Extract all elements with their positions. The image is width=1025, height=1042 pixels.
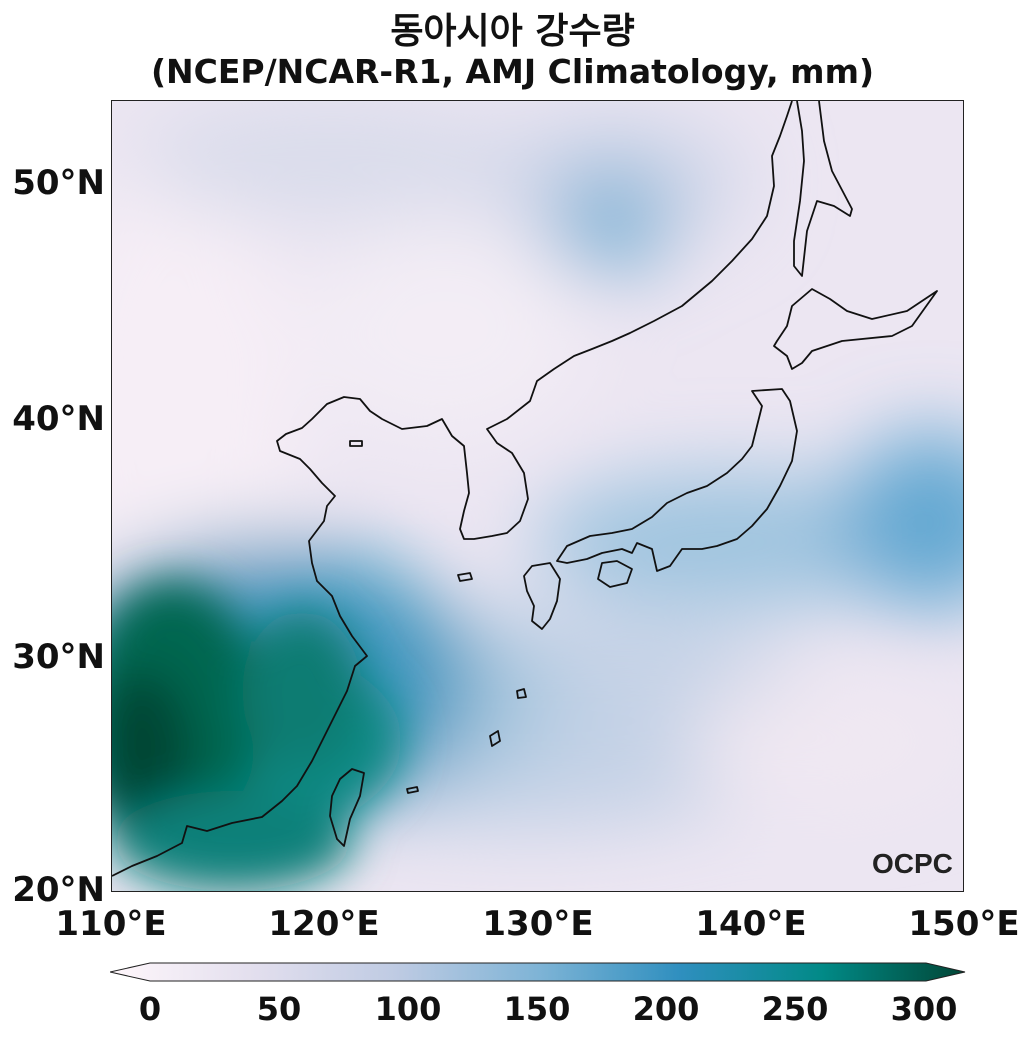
lat-tick-label: 40°N	[12, 399, 105, 439]
heavy-rain-core	[112, 581, 402, 891]
colorbar-label: 250	[761, 990, 829, 1028]
jeju-island	[457, 572, 473, 582]
lon-tick-label: 130°E	[482, 904, 594, 944]
ryukyu-island-1	[516, 688, 527, 699]
colorbar-label: 300	[890, 990, 958, 1028]
colorbar-label: 100	[374, 990, 442, 1028]
mainland-coastline	[112, 101, 793, 877]
colorbar-bar	[110, 962, 966, 982]
lon-tick-label: 120°E	[268, 904, 380, 944]
honshu-coastline	[556, 388, 798, 572]
lon-tick-label: 150°E	[908, 904, 1020, 944]
shikoku-coastline	[597, 560, 633, 588]
precipitation-map: OCPC	[111, 100, 964, 892]
ocpc-logo: OCPC	[872, 848, 953, 879]
lat-tick-label: 50°N	[12, 163, 105, 203]
lon-tick-label: 110°E	[55, 904, 167, 944]
colorbar-label: 0	[138, 990, 162, 1028]
lon-tick-label: 140°E	[695, 904, 807, 944]
colorbar	[110, 962, 966, 982]
lat-tick-label: 20°N	[12, 870, 105, 910]
lat-tick-label: 30°N	[12, 637, 105, 677]
ryukyu-island-2	[489, 730, 501, 747]
ryukyu-island-3	[406, 786, 419, 794]
colorbar-label: 150	[503, 990, 571, 1028]
map-canvas: OCPC	[112, 101, 963, 891]
colorbar-label: 50	[256, 990, 302, 1028]
colorbar-label: 200	[632, 990, 700, 1028]
figure-title: 동아시아 강수량	[390, 11, 635, 52]
figure-subtitle: (NCEP/NCAR-R1, AMJ Climatology, mm)	[150, 52, 875, 91]
taiwan-coastline	[329, 768, 365, 847]
coastlines	[112, 101, 938, 877]
hokkaido-coastline	[773, 288, 938, 370]
sakhalin-coastline	[793, 101, 853, 277]
bohai-island	[349, 440, 363, 447]
kyushu-coastline	[523, 562, 561, 630]
